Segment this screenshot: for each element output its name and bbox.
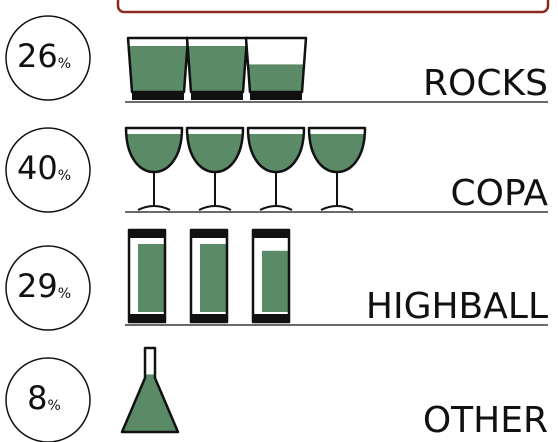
value-unit: % bbox=[58, 168, 71, 184]
glass-fill bbox=[262, 251, 288, 312]
category-label: HIGHBALL bbox=[366, 286, 548, 327]
category-label: OTHER bbox=[423, 400, 548, 441]
glass-band bbox=[191, 230, 227, 238]
value-number: 26 bbox=[17, 37, 58, 75]
glass-icon bbox=[129, 230, 165, 322]
glass-icon bbox=[175, 128, 255, 210]
glass-icon bbox=[110, 348, 190, 432]
glass-band bbox=[253, 230, 289, 238]
chart: 26% ROCKS 40% COPA 29% HIGHBALL 8% OTHER bbox=[0, 0, 558, 442]
glass-band bbox=[129, 230, 165, 238]
glass-fill bbox=[110, 374, 190, 432]
glass-stem bbox=[321, 172, 353, 210]
glass-stem bbox=[138, 172, 170, 210]
glass-base bbox=[132, 91, 184, 100]
category-label: COPA bbox=[450, 173, 548, 214]
value-unit: % bbox=[58, 286, 71, 302]
glass-icon bbox=[114, 128, 194, 210]
header-box bbox=[118, 0, 548, 12]
glass-icon bbox=[253, 230, 289, 322]
glass-stem bbox=[199, 172, 231, 210]
value-unit: % bbox=[58, 56, 71, 72]
glass-stem bbox=[260, 172, 292, 210]
glass-fill bbox=[138, 244, 164, 312]
glass-base bbox=[191, 91, 243, 100]
glass-icon bbox=[118, 38, 198, 100]
value-number: 29 bbox=[17, 267, 58, 305]
glass-icon bbox=[236, 38, 316, 100]
glass-icon bbox=[177, 38, 257, 100]
glass-icon bbox=[297, 128, 377, 210]
category-label: ROCKS bbox=[423, 63, 548, 104]
value-number: 40 bbox=[17, 149, 58, 187]
glass-base bbox=[250, 91, 302, 100]
glass-band bbox=[129, 314, 165, 322]
value-unit: % bbox=[48, 398, 61, 414]
glass-icon bbox=[191, 230, 227, 322]
glass-icon bbox=[236, 128, 316, 210]
glass-fill bbox=[200, 244, 226, 312]
glass-band bbox=[253, 314, 289, 322]
glass-band bbox=[191, 314, 227, 322]
value-number: 8 bbox=[27, 379, 47, 417]
